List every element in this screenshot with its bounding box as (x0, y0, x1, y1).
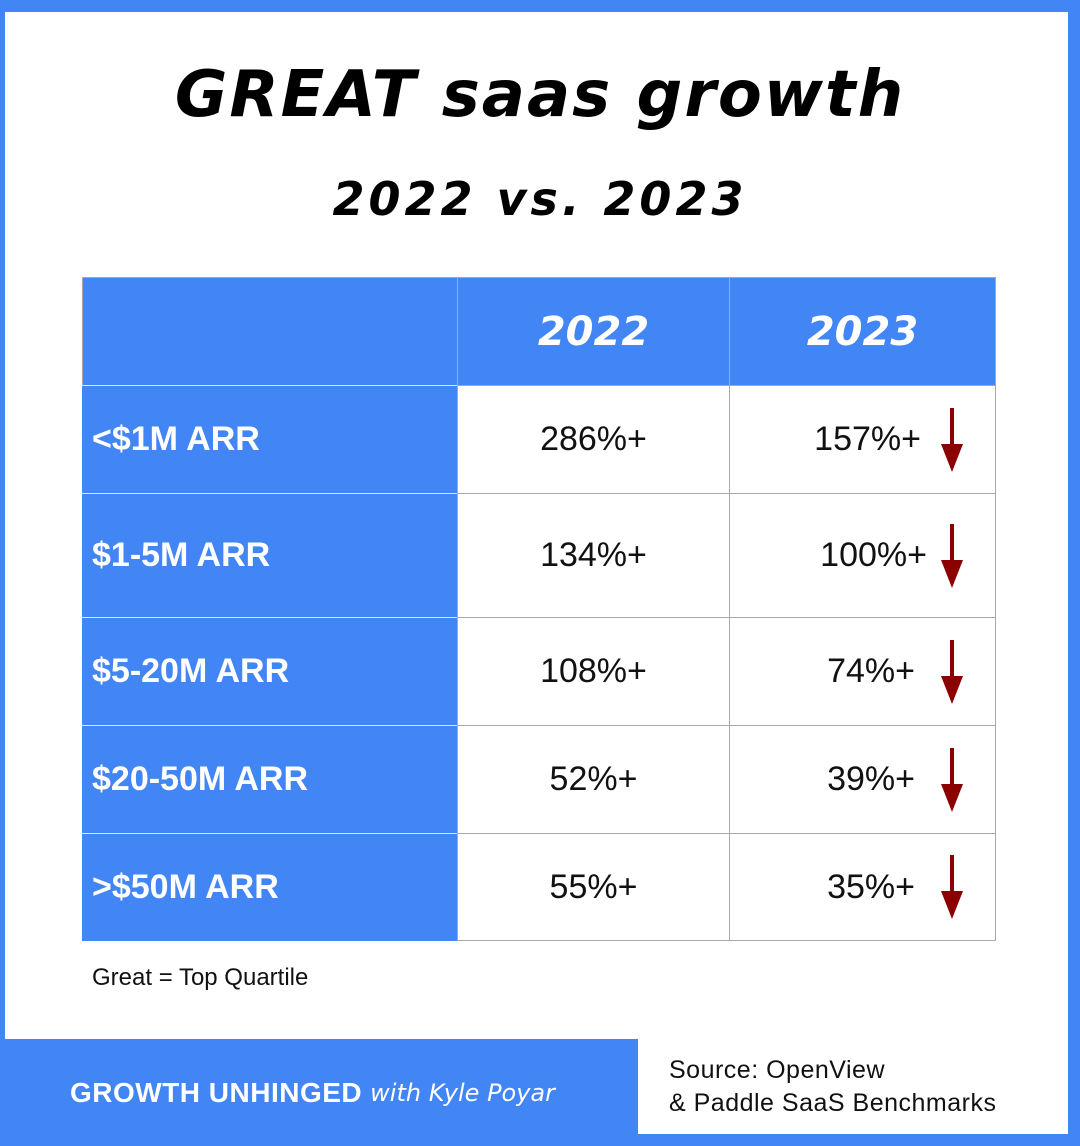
table-row: <$1M ARR 286%+ 157%+ (82, 385, 996, 493)
down-arrow-icon (941, 523, 963, 588)
footnote: Great = Top Quartile (92, 964, 309, 991)
brand-author: with Kyle Poyar (370, 1078, 555, 1107)
value-2023-cell: 100%+ (729, 493, 996, 617)
value-2022: 134%+ (457, 493, 729, 617)
down-arrow-icon (941, 747, 963, 812)
value-2023-cell: 74%+ (729, 617, 996, 725)
value-2023-cell: 35%+ (729, 833, 996, 941)
value-2023: 100%+ (820, 536, 927, 574)
header-cell-segment (82, 277, 457, 385)
down-arrow-icon (941, 407, 963, 472)
table-header-row: 2022 2023 (82, 277, 996, 385)
source-line-2: & Paddle SaaS Benchmarks (669, 1089, 997, 1117)
source-citation: Source: OpenView & Paddle SaaS Benchmark… (669, 1054, 996, 1120)
value-2023: 157%+ (814, 420, 921, 458)
brand-name: GROWTH UNHINGED (70, 1076, 363, 1108)
value-2022: 286%+ (457, 385, 729, 493)
header-cell-2022: 2022 (457, 277, 729, 385)
table-row: $5-20M ARR 108%+ 74%+ (82, 617, 996, 725)
page-subtitle: 2022 vs. 2023 (332, 172, 748, 226)
value-2022: 52%+ (457, 725, 729, 833)
table-row: $1-5M ARR 134%+ 100%+ (82, 493, 996, 617)
value-2023: 39%+ (827, 760, 915, 798)
table-row: $20-50M ARR 52%+ 39%+ (82, 725, 996, 833)
value-2023-cell: 157%+ (729, 385, 996, 493)
segment-label: $20-50M ARR (82, 725, 457, 833)
source-line-1: Source: OpenView (669, 1056, 885, 1084)
page-title: GREAT saas growth (174, 58, 906, 132)
segment-label: $5-20M ARR (82, 617, 457, 725)
segment-label: $1-5M ARR (82, 493, 457, 617)
down-arrow-icon (941, 855, 963, 919)
value-2022: 108%+ (457, 617, 729, 725)
header-cell-2023: 2023 (729, 277, 996, 385)
table-row: >$50M ARR 55%+ 35%+ (82, 833, 996, 941)
brand-banner: GROWTH UNHINGED with Kyle Poyar (0, 1039, 638, 1146)
segment-label: >$50M ARR (82, 833, 457, 941)
value-2023-cell: 39%+ (729, 725, 996, 833)
value-2022: 55%+ (457, 833, 729, 941)
segment-label: <$1M ARR (82, 385, 457, 493)
value-2023: 35%+ (827, 867, 915, 906)
value-2023: 74%+ (827, 652, 915, 690)
down-arrow-icon (941, 639, 963, 704)
